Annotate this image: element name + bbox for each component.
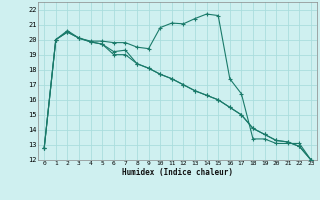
X-axis label: Humidex (Indice chaleur): Humidex (Indice chaleur) xyxy=(122,168,233,177)
